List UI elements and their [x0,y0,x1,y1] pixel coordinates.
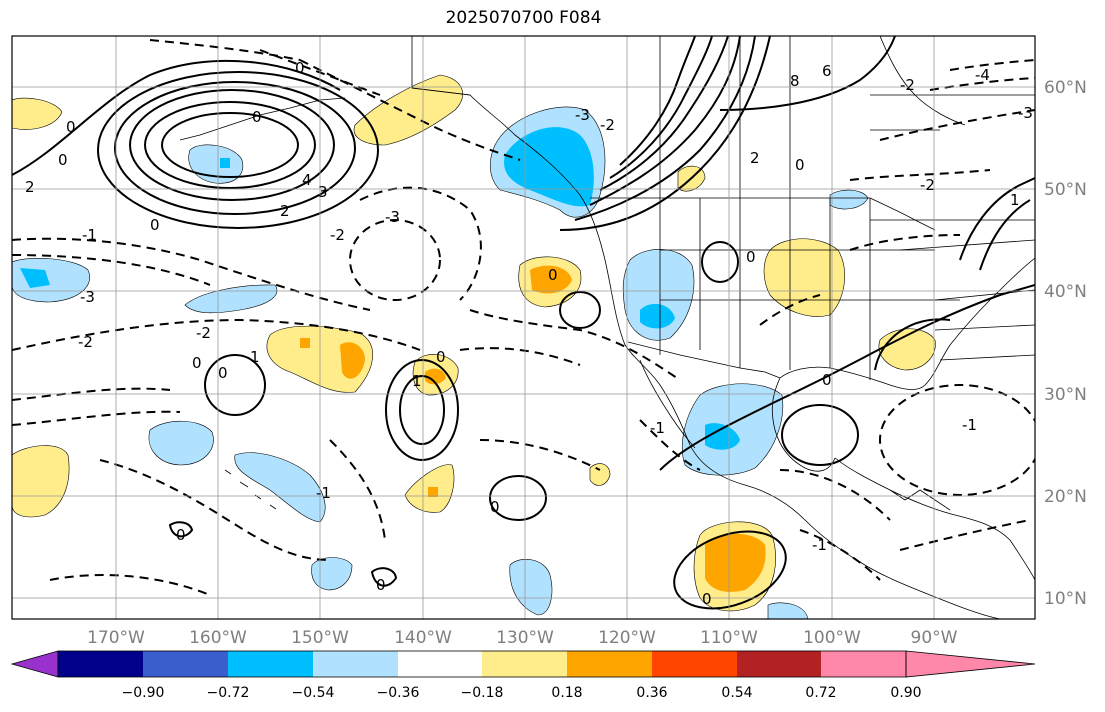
contour-label: 3 [318,183,328,201]
contour-label: 2 [25,178,35,196]
lon-label: 90°W [911,628,958,648]
contour-label: -2 [600,116,615,134]
colorbar-tick: −0.18 [461,685,504,701]
contour-label: 0 [218,364,228,382]
lon-label: 150°W [291,628,349,648]
colorbar: −0.90 −0.72 −0.54 −0.36 −0.18 0.18 0.36 … [10,650,1036,701]
lon-label: 170°W [87,628,145,648]
contour-label: -2 [900,76,915,94]
dashed-contours [12,39,1035,596]
contour-label: -1 [812,536,827,554]
contour-label: 0 [66,118,76,136]
colorbar-swatch [398,651,482,677]
colorbar-swatch [737,651,821,677]
contour-label: 0 [252,108,262,126]
contour-label: 6 [822,62,832,80]
lon-label: 100°W [803,628,861,648]
colorbar-tick: 0.72 [805,685,836,701]
lat-label: 60°N [1044,78,1087,98]
contour-label: 4 [302,171,312,189]
contour-label: 1 [250,348,260,366]
contour-label: -1 [82,226,97,244]
colorbar-tick: −0.36 [377,685,420,701]
lon-label: 140°W [394,628,452,648]
contour-labels: 0 0 2 -1 -3 -2 0 0 2 4 3 -2 -3 0 -2 0 0 … [25,59,1033,608]
contour-label: 0 [822,371,832,389]
colorbar-swatch [567,651,652,677]
contour-label: -1 [650,419,665,437]
colorbar-left-extend [10,650,59,678]
contour-label: -2 [78,333,93,351]
longitude-labels: 170°W 160°W 150°W 140°W 130°W 120°W 110°… [87,628,958,648]
graticule [12,36,1035,619]
contour-label: 2 [280,202,290,220]
contour-label: -3 [1018,104,1033,122]
contour-label: 0 [150,216,160,234]
colorbar-swatch [228,651,313,677]
lat-label: 20°N [1044,487,1087,507]
contour-label: 0 [795,156,805,174]
contour-label: -2 [330,226,345,244]
contour-label: 8 [790,72,800,90]
lon-label: 130°W [496,628,554,648]
contour-label: -1 [962,416,977,434]
colorbar-tick: −0.90 [122,685,165,701]
contour-label: 0 [192,354,202,372]
colorbar-tick: 0.18 [551,685,582,701]
lon-label: 160°W [189,628,247,648]
map-title: 2025070700 F084 [445,8,602,28]
contour-label: 1 [412,372,422,390]
colorbar-swatch [482,651,567,677]
contour-label: 0 [58,151,68,169]
contour-label: 0 [746,248,756,266]
lat-label: 40°N [1044,282,1087,302]
colorbar-right-extend [905,650,1036,678]
contour-label: -2 [920,176,935,194]
lon-label: 110°W [700,628,758,648]
colorbar-swatch [652,651,737,677]
colorbar-swatch [58,651,143,677]
contour-label: 0 [490,498,500,516]
lat-label: 50°N [1044,180,1087,200]
colorbar-swatch [143,651,228,677]
map-frame [11,35,1036,620]
contour-label: 0 [548,266,558,284]
lat-label: 10°N [1044,589,1087,609]
colorbar-tick: −0.72 [207,685,250,701]
contour-label: 0 [295,59,305,77]
contour-label: 0 [436,348,446,366]
contour-label: 0 [376,576,386,594]
solid-contours [12,36,1035,610]
contour-label: -1 [316,484,331,502]
contour-label: 2 [750,149,760,167]
colorbar-swatch [313,651,398,677]
contour-label: -3 [80,288,95,306]
contour-label: 1 [1010,191,1020,209]
colorbar-tick: −0.54 [292,685,335,701]
contour-label: -3 [385,208,400,226]
latitude-labels: 60°N 50°N 40°N 30°N 20°N 10°N [1044,78,1087,609]
colorbar-tick: 0.36 [636,685,667,701]
lat-label: 30°N [1044,385,1087,405]
contour-label: 0 [702,590,712,608]
contour-label: -4 [975,66,990,84]
lon-label: 120°W [598,628,656,648]
contour-label: -3 [575,106,590,124]
contour-label: -2 [196,324,211,342]
contour-label: 0 [176,526,186,544]
colorbar-tick: 0.54 [721,685,752,701]
colorbar-tick: 0.90 [890,685,921,701]
colorbar-swatch [821,651,906,677]
